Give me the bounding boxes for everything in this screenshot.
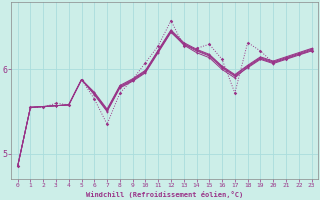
X-axis label: Windchill (Refroidissement éolien,°C): Windchill (Refroidissement éolien,°C) [86,191,243,198]
